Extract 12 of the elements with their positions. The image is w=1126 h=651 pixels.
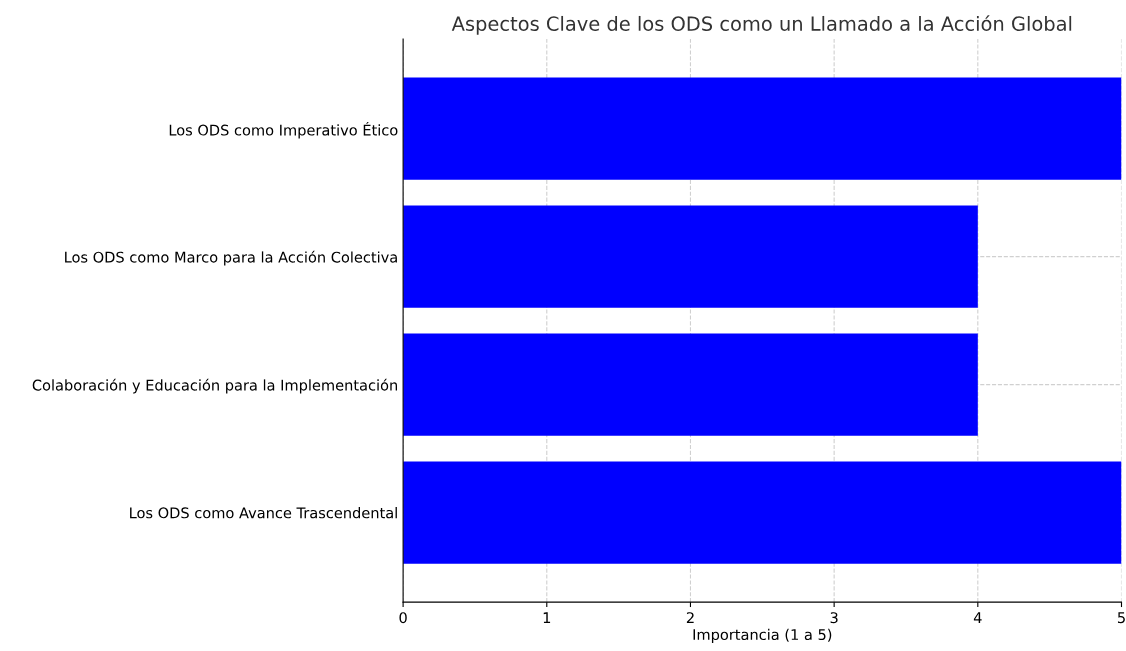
x-tick-label: 2 (686, 612, 694, 623)
y-tick-label: Los ODS como Marco para la Acción Colectiva (65, 250, 397, 266)
y-tick-label: Los ODS como Avance Trascendental (130, 507, 397, 519)
x-tick-label: 3 (830, 612, 838, 624)
y-tick-label: Colaboración y Educación para la Implementación (32, 378, 397, 394)
y-tick-label: Los ODS como Imperativo Ético (169, 121, 398, 139)
x-tick-label: 1 (543, 612, 551, 623)
x-tick-label: 5 (1117, 612, 1125, 624)
x-axis-title: Importancia (1 a 5) (693, 628, 832, 643)
x-tick-label: 4 (973, 612, 982, 623)
chart-title: Aspectos Clave de los ODS como un Llamado a la Acción Global (451, 15, 1072, 35)
x-tick-label: 0 (399, 612, 407, 624)
